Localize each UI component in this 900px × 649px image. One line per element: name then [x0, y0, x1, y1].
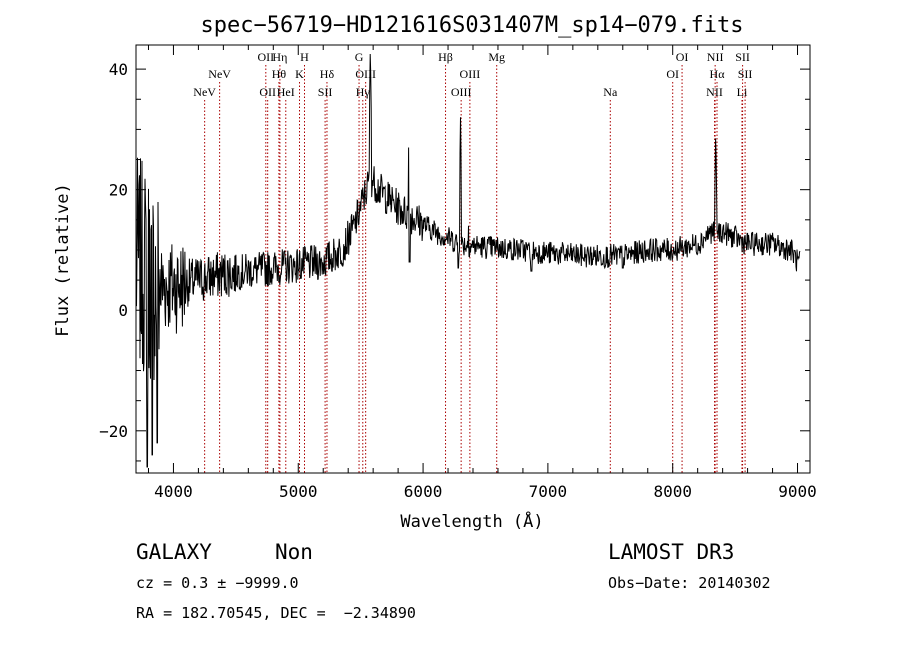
- flux-line: [136, 53, 801, 468]
- y-tick-label: 20: [109, 181, 128, 200]
- plot-frame: [135, 44, 811, 474]
- redshift-readout: cz = 0.3 ± −9999.0: [136, 574, 299, 592]
- line-label: Hη: [272, 50, 287, 64]
- line-label: OIII: [460, 67, 481, 81]
- line-label: NeV: [208, 67, 231, 81]
- y-tick-label: 40: [109, 60, 128, 79]
- x-tick-label: 6000: [404, 482, 443, 501]
- line-label: NII: [707, 50, 724, 64]
- y-axis-label: Flux (relative): [53, 183, 73, 337]
- object-class: GALAXY: [136, 540, 212, 564]
- line-label: Hδ: [320, 67, 335, 81]
- line-label: K: [295, 67, 304, 81]
- line-label: Hα: [710, 67, 726, 81]
- coordinates-readout: RA = 182.70545, DEC = −2.34890: [136, 604, 416, 622]
- line-label: SII: [738, 67, 753, 81]
- line-label: HeI: [277, 85, 295, 99]
- line-label: OII: [259, 85, 276, 99]
- line-label: OI: [666, 67, 679, 81]
- survey-name: LAMOST DR3: [608, 540, 735, 564]
- y-tick-label: −20: [99, 422, 128, 441]
- line-label: OII: [257, 50, 274, 64]
- chart-title: spec−56719−HD121616S031407M_sp14−079.fit…: [200, 13, 743, 38]
- observation-date: Obs−Date: 20140302: [608, 574, 771, 592]
- spectrum-series: [136, 53, 801, 468]
- line-label: OIII: [451, 85, 472, 99]
- x-tick-label: 9000: [778, 482, 817, 501]
- line-label: G: [355, 50, 364, 64]
- object-subclass: Non: [275, 540, 313, 564]
- line-label: NII: [706, 85, 723, 99]
- line-label: H: [300, 50, 309, 64]
- line-label: Na: [603, 85, 618, 99]
- x-tick-label: 4000: [154, 482, 193, 501]
- line-label: NeV: [193, 85, 216, 99]
- line-label: SII: [735, 50, 750, 64]
- line-label: SII: [318, 85, 333, 99]
- x-tick-label: 5000: [279, 482, 318, 501]
- line-label: Hγ: [356, 85, 371, 99]
- x-tick-label: 8000: [653, 482, 692, 501]
- line-label: Li: [737, 85, 748, 99]
- line-label: OI: [676, 50, 689, 64]
- line-label: Mg: [488, 50, 505, 64]
- x-tick-label: 7000: [529, 482, 568, 501]
- x-axis-label: Wavelength (Å): [400, 510, 543, 532]
- axes: 4000 5000 6000 7000 8000 9000 −20 0 20 40: [99, 45, 817, 501]
- line-label: Hβ: [438, 50, 453, 64]
- y-tick-label: 0: [118, 301, 128, 320]
- line-label: Hθ: [272, 67, 287, 81]
- line-label: OIII: [355, 67, 376, 81]
